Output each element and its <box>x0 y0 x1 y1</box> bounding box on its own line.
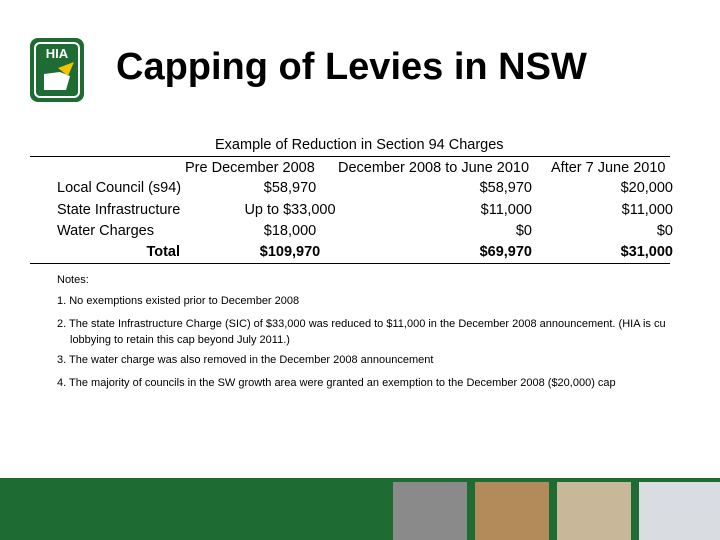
title: Capping of Levies in NSW <box>116 46 587 88</box>
logo-text: HIA <box>46 46 69 61</box>
column-header: December 2008 to June 2010 <box>338 160 530 176</box>
rule <box>30 156 670 157</box>
note-text: 2. The state Infrastructure Charge (SIC)… <box>57 318 666 330</box>
cell: $0 <box>515 223 532 239</box>
row-label: Water Charges <box>57 223 154 239</box>
photo <box>557 482 631 540</box>
cell: $69,970 <box>479 244 532 260</box>
rule <box>30 263 670 264</box>
cell: $0 <box>656 223 673 239</box>
notes-heading: Notes: <box>57 274 89 286</box>
cell: $11,000 <box>621 202 673 218</box>
cell: $58,970 <box>479 180 532 196</box>
cell: Up to $33,000 <box>244 202 336 218</box>
logo: HIA <box>30 38 84 102</box>
column-header: Pre December 2008 <box>185 160 315 176</box>
photo <box>639 482 720 540</box>
cell: $18,000 <box>263 223 317 239</box>
note-text: 3. The water charge was also removed in … <box>57 354 434 366</box>
note-text: 1. No exemptions existed prior to Decemb… <box>57 295 300 307</box>
cell: $58,970 <box>263 180 317 196</box>
cell: $20,000 <box>620 180 673 196</box>
note-text: lobbying to retain this cap beyond July … <box>70 334 290 346</box>
column-header: After 7 June 2010 <box>551 160 666 176</box>
cell: $109,970 <box>259 244 321 260</box>
row-label: State Infrastructure <box>57 202 181 218</box>
cell: $31,000 <box>620 244 673 260</box>
table-caption: Example of Reduction in Section 94 Charg… <box>215 137 504 153</box>
note-text: 4. The majority of councils in the SW gr… <box>57 377 616 389</box>
photo <box>393 482 467 540</box>
photo <box>475 482 549 540</box>
row-label: Local Council (s94) <box>57 180 182 196</box>
cell: $11,000 <box>480 202 532 218</box>
row-label: Total <box>146 244 180 260</box>
